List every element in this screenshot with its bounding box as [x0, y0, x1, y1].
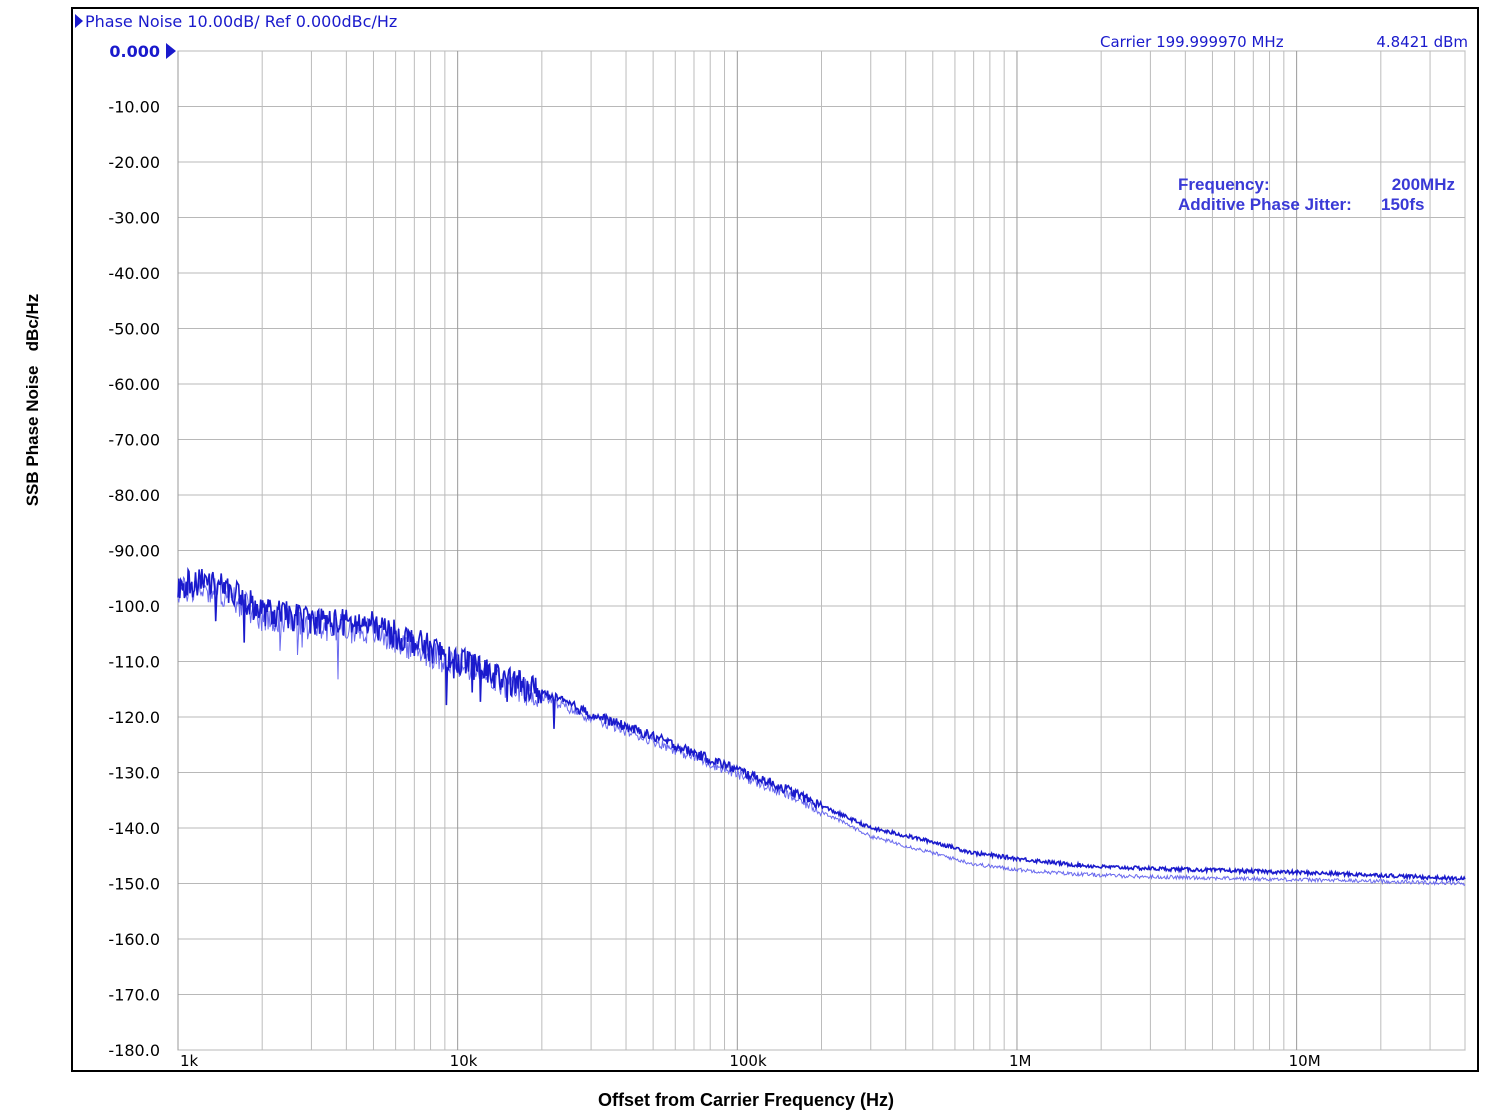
y-tick-label: -60.00: [108, 375, 160, 394]
y-tick-label: -40.00: [108, 264, 160, 283]
y-tick-label: -120.0: [108, 708, 160, 727]
carrier-frequency: Carrier 199.999970 MHz: [1100, 33, 1284, 51]
y-tick-label: -180.0: [108, 1041, 160, 1060]
x-tick-label: 10k: [450, 1052, 478, 1070]
x-tick-label: 100k: [729, 1052, 767, 1070]
y-tick-label: -10.00: [108, 98, 160, 117]
y-tick-label: -140.0: [108, 819, 160, 838]
annotation-jitter-label: Additive Phase Jitter:: [1178, 195, 1352, 214]
y-tick-label: -150.0: [108, 875, 160, 894]
annotation-frequency-value: 200MHz: [1392, 175, 1455, 194]
x-tick-label: 1k: [180, 1052, 199, 1070]
header-marker-icon: [75, 14, 83, 28]
carrier-power: 4.8421 dBm: [1376, 33, 1468, 51]
y-tick-label: -160.0: [108, 930, 160, 949]
plot-frame: [71, 7, 1479, 1072]
annotation-frequency-label: Frequency:: [1178, 175, 1270, 194]
y-tick-label: -90.00: [108, 542, 160, 561]
y-tick-label: 0.000: [109, 42, 160, 61]
x-tick-labels: 1k 10k 100k 1M 10M: [180, 1052, 1321, 1070]
y-tick-label: -170.0: [108, 986, 160, 1005]
y-tick-label: -50.00: [108, 320, 160, 339]
y-axis-label-container: SSB Phase Noise dBc/Hz: [0, 0, 60, 1115]
chart-header: Phase Noise 10.00dB/ Ref 0.000dBc/Hz: [85, 12, 397, 31]
x-axis-label: Offset from Carrier Frequency (Hz): [597, 1090, 895, 1110]
x-tick-label: 10M: [1289, 1052, 1321, 1070]
y-tick-label: -100.0: [108, 597, 160, 616]
x-tick-label: 1M: [1009, 1052, 1032, 1070]
y-tick-label: -30.00: [108, 209, 160, 228]
reference-level-marker-icon: [166, 43, 176, 59]
y-tick-label: -80.00: [108, 486, 160, 505]
y-tick-labels: 0.000 -10.00 -20.00 -30.00 -40.00 -50.00 -60.0…: [108, 42, 160, 1060]
series-layer: [177, 566, 1466, 887]
y-tick-label: -110.0: [108, 653, 160, 672]
phase-noise-trace-1: [177, 566, 1466, 883]
y-tick-label: -70.00: [108, 431, 160, 450]
ref-arrow: [166, 43, 176, 59]
y-axis-label: SSB Phase Noise dBc/Hz: [23, 293, 42, 507]
annotation-jitter-value: 150fs: [1381, 195, 1424, 214]
y-tick-label: -20.00: [108, 153, 160, 172]
y-tick-label: -130.0: [108, 764, 160, 783]
grid-lines: [177, 50, 1466, 1051]
